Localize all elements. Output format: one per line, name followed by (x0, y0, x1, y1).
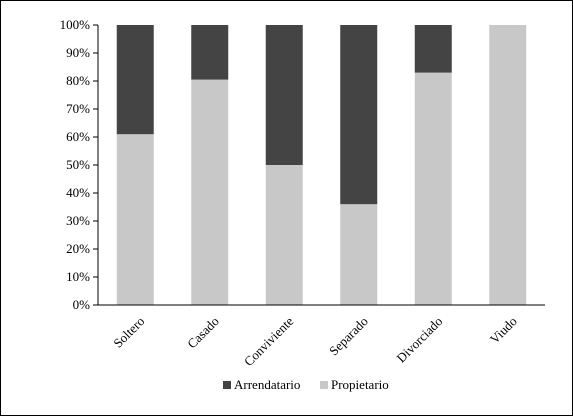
x-category-labels: Soltero Casado Conviviente Separado Divorcia… (110, 313, 520, 369)
y-ticks: 0% 10% 20% 30% 40% 50% 60% 70% 80% 90% 100% (60, 17, 98, 312)
y-tick-label: 50% (66, 157, 90, 172)
y-tick-label: 40% (66, 185, 90, 200)
x-category-label: Casado (184, 314, 222, 352)
legend: Arrendatario Propietario (223, 377, 389, 392)
x-category-label: Divorciado (393, 314, 445, 366)
legend-label-arrendatario: Arrendatario (234, 377, 300, 392)
legend-label-propietario: Propietario (331, 377, 389, 392)
y-tick-label: 70% (66, 101, 90, 116)
bar-viudo-propietario (489, 25, 527, 305)
y-tick-label: 60% (66, 129, 90, 144)
x-category-label: Soltero (110, 314, 147, 351)
y-tick-label: 100% (60, 17, 91, 32)
x-category-label: Conviviente (241, 313, 297, 369)
bar-conviviente-arrendatario (265, 25, 303, 165)
y-tick-label: 20% (66, 241, 90, 256)
y-tick-label: 90% (66, 45, 90, 60)
bar-separado-propietario (340, 204, 378, 305)
y-tick-label: 0% (73, 297, 91, 312)
bar-casado-arrendatario (191, 25, 229, 80)
bars-layer (116, 25, 527, 305)
y-tick-label: 30% (66, 213, 90, 228)
bar-soltero-propietario (116, 134, 154, 305)
y-tick-label: 10% (66, 269, 90, 284)
bar-conviviente-propietario (265, 165, 303, 305)
bar-divorciado-arrendatario (414, 25, 452, 73)
x-category-label: Viudo (487, 314, 520, 347)
bar-separado-arrendatario (340, 25, 378, 205)
bar-soltero-arrendatario (116, 25, 154, 135)
legend-swatch-arrendatario (223, 381, 231, 389)
legend-swatch-propietario (320, 381, 328, 389)
bar-casado-propietario (191, 79, 229, 305)
x-category-label: Separado (326, 314, 371, 359)
bar-divorciado-propietario (414, 72, 452, 305)
y-tick-label: 80% (66, 73, 90, 88)
